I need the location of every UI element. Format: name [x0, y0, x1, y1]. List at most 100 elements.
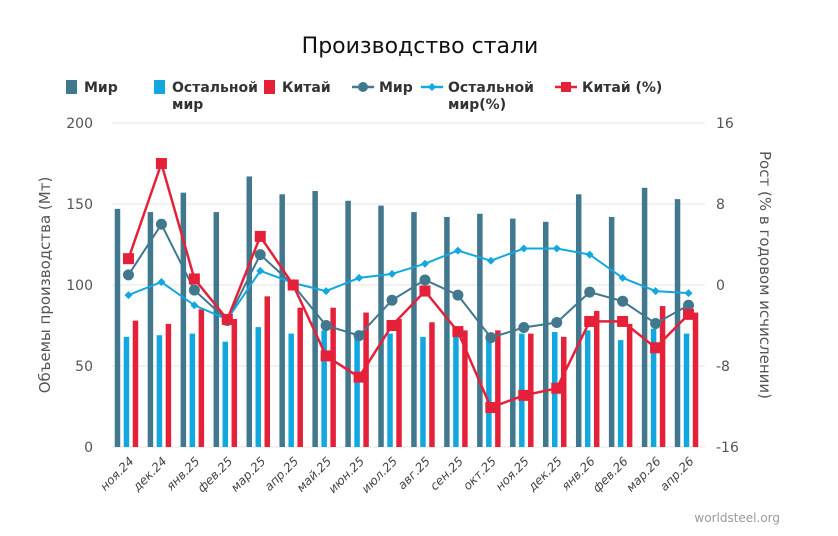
bar-world: [114, 208, 121, 447]
point-world_pct: [683, 299, 695, 311]
bar-rest: [420, 336, 426, 447]
point-rest_pct: [651, 287, 660, 296]
bar-china: [198, 309, 205, 447]
bar-world: [674, 199, 681, 447]
bar-china: [561, 336, 567, 447]
bar-rest: [156, 335, 163, 447]
right-tick-label: -8: [716, 359, 730, 375]
point-world_pct: [617, 295, 629, 307]
point-rest_pct: [552, 244, 561, 253]
point-china_pct: [518, 389, 530, 401]
right-tick-label: 16: [716, 116, 734, 132]
bar-world: [444, 216, 450, 447]
point-rest_pct: [157, 277, 166, 286]
point-rest_pct: [322, 287, 331, 296]
point-world_pct: [650, 317, 662, 329]
bar-china: [231, 319, 238, 447]
bar-china: [593, 310, 600, 447]
left-axis-label: Объемы производства (Мт): [36, 177, 54, 394]
point-china_pct: [221, 313, 233, 325]
gridlines: [112, 122, 705, 448]
bar-rest: [288, 333, 294, 447]
point-world_pct: [386, 294, 398, 306]
left-tick-label: 150: [66, 197, 93, 213]
bar-china: [429, 322, 435, 447]
point-rest_pct: [355, 273, 364, 282]
point-china_pct: [155, 158, 167, 169]
bar-world: [543, 221, 549, 447]
x-tick-label: июн.25: [326, 454, 368, 496]
point-china_pct: [584, 315, 596, 327]
bar-rest: [650, 328, 657, 447]
bar-china: [659, 306, 666, 447]
point-rest_pct: [256, 266, 265, 275]
x-tick-label: июл.25: [359, 454, 400, 495]
chart-title: Производство стали: [302, 34, 539, 59]
point-rest_pct: [618, 273, 627, 282]
x-tick-label: сен.25: [427, 454, 466, 493]
bar-china: [396, 319, 402, 447]
legend-label: Остальной мир(%): [448, 80, 534, 113]
bar-china: [692, 312, 699, 447]
bar-series: [114, 176, 699, 448]
point-world_pct: [452, 289, 464, 301]
x-tick-label: дек.25: [525, 454, 565, 494]
point-china_pct: [683, 308, 695, 320]
point-rest_pct: [453, 246, 462, 255]
bar-world: [575, 194, 582, 447]
point-rest_pct: [190, 301, 199, 310]
legend-marker: [561, 82, 571, 92]
bar-world: [477, 213, 483, 447]
bar-china: [495, 330, 501, 447]
bar-rest: [486, 333, 492, 447]
bar-china: [165, 323, 172, 447]
point-rest_pct: [519, 244, 528, 253]
bar-rest: [123, 336, 130, 447]
x-tick-label: ноя.25: [493, 454, 532, 493]
bar-rest: [387, 333, 393, 447]
point-world_pct: [518, 322, 530, 334]
bar-world: [641, 187, 648, 448]
legend-swatch: [264, 80, 275, 94]
bar-world: [279, 194, 285, 447]
bar-rest: [617, 340, 624, 447]
point-rest_pct: [486, 256, 495, 265]
point-china_pct: [551, 382, 563, 394]
right-tick-label: 8: [716, 197, 725, 213]
left-tick-label: 100: [66, 278, 93, 294]
point-world_pct: [320, 320, 332, 331]
left-tick-label: 50: [75, 359, 93, 375]
point-world_pct: [551, 316, 563, 328]
x-tick-label: авг.25: [395, 454, 433, 492]
point-world_pct: [155, 218, 167, 230]
bar-rest: [321, 330, 327, 447]
legend-marker: [358, 82, 368, 92]
x-tick-label: дек.24: [129, 454, 169, 494]
bar-china: [528, 333, 534, 447]
bar-rest: [222, 341, 229, 447]
point-china_pct: [650, 342, 662, 354]
bar-rest: [189, 333, 196, 447]
bar-china: [132, 320, 139, 447]
point-rest_pct: [585, 250, 594, 259]
x-tick-label: фев.26: [590, 454, 631, 495]
point-china_pct: [353, 371, 365, 383]
legend-label: Остальной мир: [172, 80, 258, 113]
bar-rest: [683, 333, 690, 447]
left-axis-ticks: 0 50 100 150 200: [66, 116, 93, 456]
bar-rest: [453, 331, 459, 447]
x-tick-label: апр.26: [657, 454, 697, 494]
right-axis-ticks: -16 -8 0 8 16: [716, 116, 739, 456]
point-world_pct: [254, 249, 266, 261]
source-label: worldsteel.org: [694, 511, 780, 525]
bar-world: [378, 205, 384, 447]
bar-world: [213, 212, 220, 447]
bar-world: [147, 212, 154, 447]
point-world_pct: [584, 286, 596, 298]
point-china_pct: [254, 230, 266, 242]
point-world_pct: [419, 274, 431, 286]
x-tick-label: фев.25: [195, 454, 236, 495]
bar-world: [180, 192, 187, 447]
right-tick-label: -16: [716, 440, 739, 456]
bar-world: [345, 200, 351, 447]
